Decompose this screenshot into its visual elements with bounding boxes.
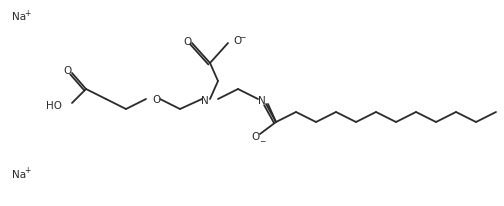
Text: O: O xyxy=(251,131,259,141)
Text: +: + xyxy=(24,8,30,18)
Text: O: O xyxy=(183,37,191,47)
Text: O: O xyxy=(152,95,160,104)
Text: +: + xyxy=(24,166,30,175)
Text: N: N xyxy=(201,96,209,105)
Text: HO: HO xyxy=(46,101,62,110)
Text: −: − xyxy=(259,137,266,146)
Text: O: O xyxy=(233,36,241,46)
Text: N: N xyxy=(258,96,266,105)
Text: Na: Na xyxy=(12,12,26,22)
Text: O: O xyxy=(63,66,71,76)
Text: −: − xyxy=(239,33,245,42)
Text: Na: Na xyxy=(12,169,26,179)
